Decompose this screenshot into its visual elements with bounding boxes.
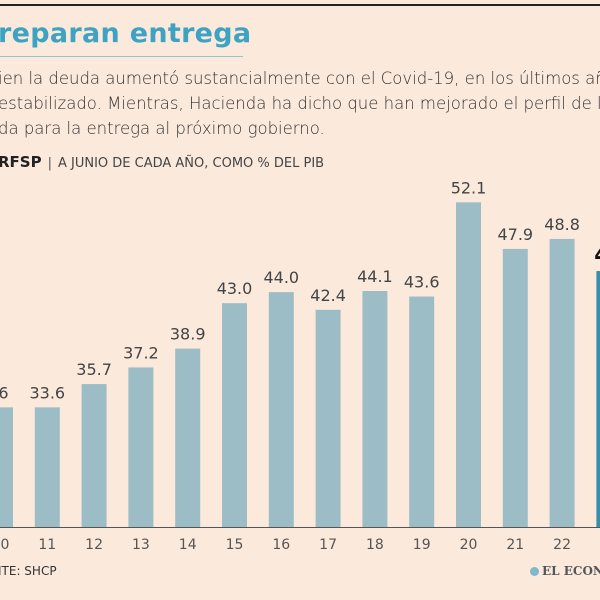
bar-11 (34, 407, 60, 527)
x-tick-label-16: 16 (272, 537, 290, 553)
x-tick-label-19: 19 (413, 537, 431, 553)
data-label-17: 42.4 (310, 286, 346, 305)
bar-15 (222, 303, 247, 527)
data-label-10: 6 (0, 383, 9, 402)
description-line: da para la entrega al próximo gobierno. (0, 119, 325, 138)
x-tick-label-12: 12 (85, 537, 103, 553)
data-label-18: 44.1 (357, 267, 393, 286)
data-label-12: 35.7 (76, 360, 112, 379)
bar-22 (549, 238, 575, 528)
x-tick-label-13: 13 (132, 537, 150, 553)
data-label-16: 44.0 (263, 268, 299, 287)
data-label-15: 43.0 (217, 279, 253, 298)
x-tick-label-17: 17 (319, 537, 337, 553)
x-tick-label-15: 15 (226, 537, 244, 553)
x-tick-label-18: 18 (366, 537, 384, 553)
bar-20 (456, 202, 481, 527)
x-tick-label-20: 20 (460, 537, 478, 553)
x-tick-label-10: 10 (0, 537, 9, 553)
logo-text: EL ECONO (542, 564, 600, 578)
logo-icon (530, 567, 539, 576)
data-label-13: 37.2 (123, 343, 159, 362)
chart-description: ien la deuda aumentó sustancialmente con… (0, 66, 600, 141)
x-tick-label-14: 14 (179, 537, 197, 553)
bar-23 (596, 271, 600, 527)
bar-16 (268, 292, 294, 527)
data-label-20: 52.1 (451, 178, 487, 197)
subtitle-text: A JUNIO DE CADA AÑO, COMO % DEL PIB (57, 156, 325, 171)
description-line: ien la deuda aumentó sustancialmente con… (0, 69, 600, 88)
chart-subtitle: RFSP | A JUNIO DE CADA AÑO, COMO % DEL PIB (0, 153, 324, 171)
bar-12 (81, 384, 107, 527)
data-label-14: 38.9 (170, 325, 206, 344)
bar-17 (315, 309, 341, 527)
data-label-23: 45 (594, 243, 600, 267)
bar-21 (502, 248, 528, 527)
bar-14 (175, 348, 201, 527)
data-label-11: 33.6 (29, 383, 65, 402)
bar-19 (409, 296, 435, 527)
chart-title: reparan entrega (0, 18, 252, 49)
x-tick-label-11: 11 (38, 537, 56, 553)
bar-13 (128, 367, 154, 527)
bar-10 (0, 407, 13, 527)
subtitle-separator: | (47, 156, 52, 171)
x-tick-label-22: 22 (553, 537, 571, 553)
source-note: ITE: SHCP (0, 564, 57, 578)
x-tick-label-21: 21 (506, 537, 524, 553)
data-label-22: 48.8 (544, 215, 580, 234)
top-rule (0, 4, 600, 6)
publisher-logo: EL ECONO (530, 564, 600, 578)
bar-18 (362, 290, 388, 527)
title-underline (0, 56, 243, 57)
subtitle-bold: RFSP (0, 153, 42, 171)
description-line: estabilizado. Mientras, Hacienda ha dich… (0, 94, 600, 113)
data-label-21: 47.9 (497, 225, 533, 244)
data-label-19: 43.6 (404, 273, 440, 292)
